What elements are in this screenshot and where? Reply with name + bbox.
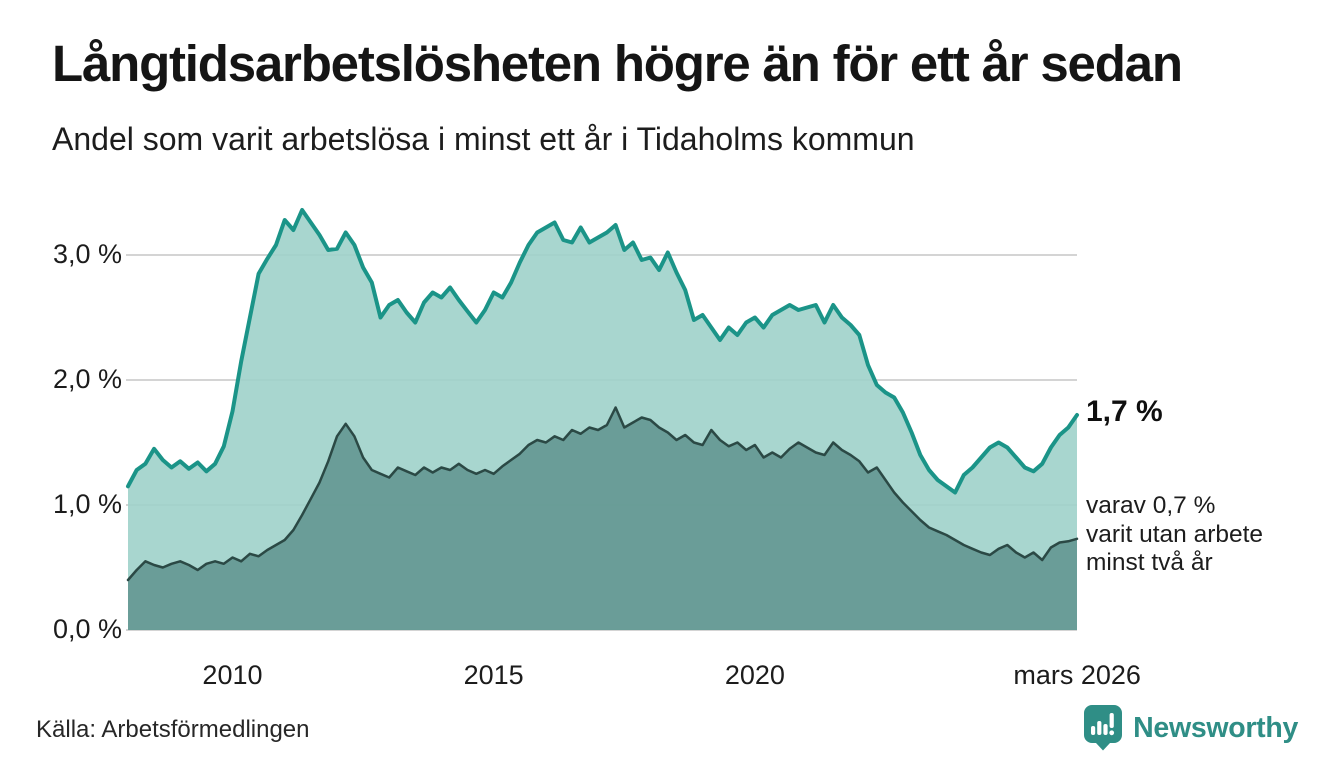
source-caption: Källa: Arbetsförmedlingen (36, 716, 310, 743)
secondary-annotation-line: varav 0,7 % (1086, 492, 1216, 519)
newsworthy-logo: Newsworthy (1084, 705, 1298, 751)
secondary-value-annotation: varav 0,7 % varit utan arbete minst två … (1086, 492, 1263, 578)
y-axis-tick-label: 1,0 % (52, 489, 122, 519)
x-axis-tick-label: 2010 (202, 660, 263, 690)
x-axis-tick-label: 2020 (724, 660, 785, 690)
newsworthy-logo-text: Newsworthy (1133, 711, 1298, 744)
line-series-2 (126, 406, 1079, 582)
chart-title: Långtidsarbetslösheten högre än för ett … (52, 35, 1183, 92)
y-axis-tick-label: 2,0 % (52, 364, 122, 394)
line-series-1 (126, 208, 1079, 495)
newsworthy-logo-icon (1084, 705, 1123, 751)
x-axis-tick-label: mars 2026 (1013, 660, 1141, 690)
y-axis-tick-label: 0,0 % (52, 614, 122, 644)
current-value-label: 1,7 % (1086, 395, 1163, 428)
x-axis-tick-label: 2015 (463, 660, 524, 690)
area-fill-series-2 (128, 407, 1077, 630)
secondary-annotation-line: varit utan arbete (1086, 520, 1264, 548)
y-axis-tick-label: 3,0 % (52, 239, 122, 269)
chart-subtitle: Andel som varit arbetslösa i minst ett å… (52, 121, 915, 157)
secondary-annotation-line: minst två år (1086, 549, 1213, 576)
